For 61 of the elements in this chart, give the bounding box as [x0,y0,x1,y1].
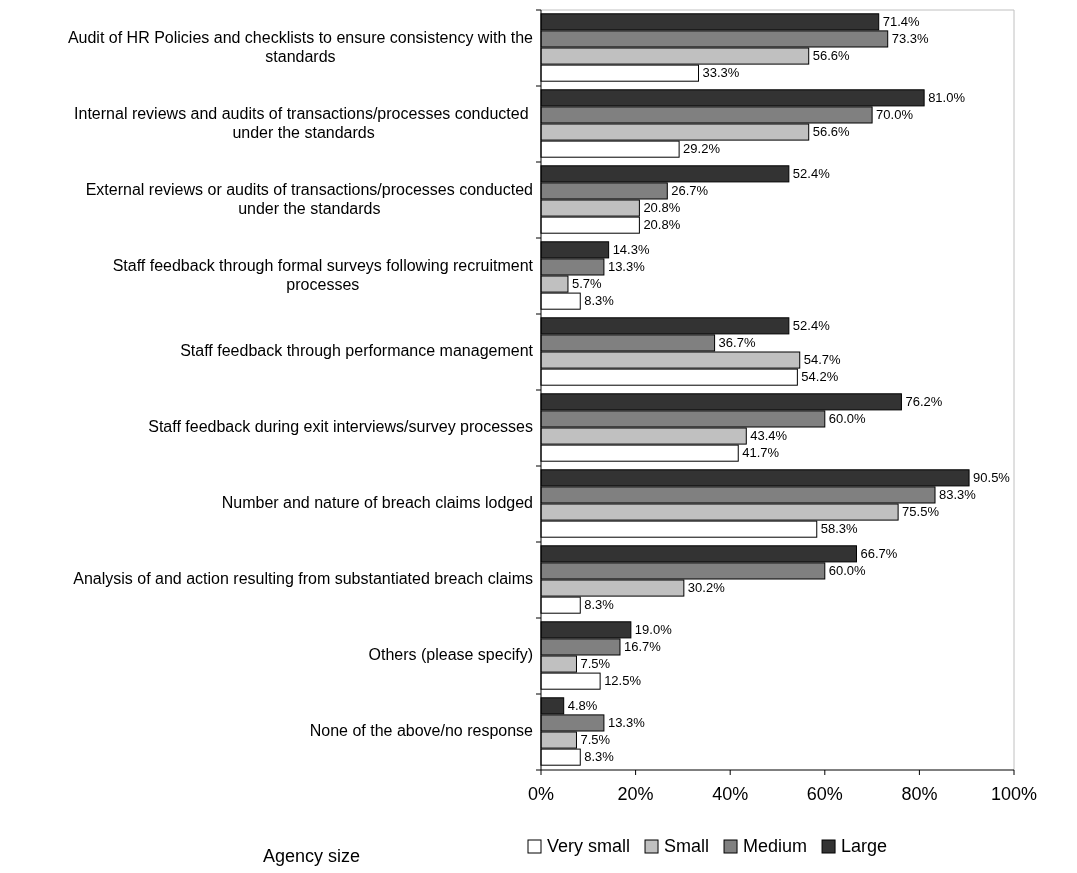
data-label: 41.7% [742,445,780,461]
x-tick-label: 20% [617,784,654,804]
data-label: 70.0% [876,106,914,122]
data-label: 54.2% [801,369,839,385]
y-tick-label: Staff feedback during exit interviews/survey processes [148,418,533,436]
legend-title: Agency size [262,846,360,866]
data-label: 26.7% [671,182,709,198]
data-label: 52.4% [792,317,831,333]
data-label: 8.3% [584,293,615,309]
data-label: 66.7% [860,545,898,561]
data-label: 7.5% [580,731,611,747]
data-label: 4.8% [567,697,598,713]
data-label: 90.5% [973,469,1011,485]
x-tick-label: 0% [527,784,555,804]
data-label: 13.3% [607,258,646,274]
y-tick-label: Staff feedback through performance management [180,342,534,360]
x-tick-label: 60% [806,784,843,804]
data-label: 7.5% [580,655,611,671]
legend-label: Very small [547,836,631,856]
data-label: 8.3% [584,749,615,765]
data-label: 14.3% [612,241,650,257]
y-tick-label: Internal reviews and audits of transactions/processes conducted under the standards [74,104,533,141]
y-tick-label: Audit of HR Policies and checklists to ensure consistency with the standards [67,28,534,65]
data-label: 56.6% [812,47,851,63]
data-label: 56.6% [812,123,851,139]
y-tick-label: Others (please specify) [368,646,533,664]
y-tick-label: None of the above/no response [309,722,534,740]
data-label: 20.8% [643,199,681,215]
y-tick-label: External reviews or audits of transactions/processes conducted under the standards [85,180,533,217]
data-label: 71.4% [882,13,921,29]
data-label: 13.3% [607,714,646,730]
y-tick-label: Staff feedback through formal surveys following recruitment processes [112,256,534,293]
data-label: 73.3% [891,30,930,46]
data-label: 19.0% [634,621,673,637]
data-label: 16.7% [623,638,662,654]
data-label: 30.2% [687,579,726,595]
data-label: 29.2% [683,141,721,157]
data-label: 52.4% [792,165,831,181]
y-tick-label: Number and nature of breach claims lodged [221,494,533,512]
data-label: 76.2% [905,393,943,409]
legend-label: Large [841,836,888,856]
data-label: 5.7% [571,275,603,291]
data-label: 83.3% [939,486,977,502]
data-label: 54.7% [803,351,842,367]
y-tick-label: Analysis of and action resulting from substantiated breach claims [73,570,533,588]
x-tick-label: 100% [990,784,1038,804]
data-label: 20.8% [643,217,681,233]
data-label: 43.4% [750,427,788,443]
data-label: 60.0% [828,562,867,578]
legend-label: Medium [743,836,808,856]
x-tick-label: 80% [901,784,938,804]
data-label: 58.3% [820,521,859,537]
data-label: 12.5% [604,673,642,689]
data-label: 33.3% [702,65,740,81]
data-label: 36.7% [718,334,756,350]
data-label: 60.0% [828,410,867,426]
data-label: 75.5% [902,503,940,519]
x-tick-label: 40% [712,784,749,804]
data-label: 8.3% [584,597,615,613]
data-label: 81.0% [928,89,966,105]
legend-label: Small [664,836,710,856]
